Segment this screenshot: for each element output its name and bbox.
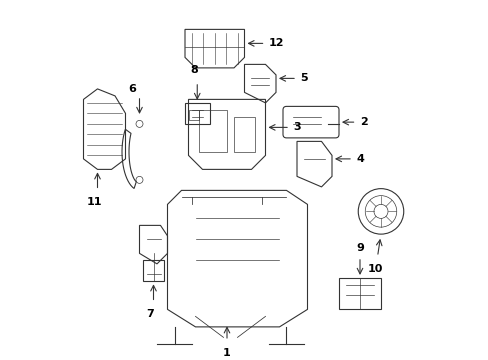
Text: 9: 9 xyxy=(355,243,363,253)
Text: 2: 2 xyxy=(359,117,367,127)
Text: 3: 3 xyxy=(293,122,301,132)
Bar xyxy=(142,260,163,282)
Text: 1: 1 xyxy=(223,348,230,358)
Text: 12: 12 xyxy=(268,39,284,48)
Text: 8: 8 xyxy=(189,65,197,75)
Bar xyxy=(199,110,226,152)
Text: 4: 4 xyxy=(356,154,364,164)
Text: 11: 11 xyxy=(86,197,102,207)
Text: 10: 10 xyxy=(367,264,383,274)
Bar xyxy=(188,110,199,120)
Text: 6: 6 xyxy=(128,84,136,94)
Bar xyxy=(234,117,254,152)
Text: 7: 7 xyxy=(146,309,154,319)
Text: 5: 5 xyxy=(300,73,307,84)
Bar xyxy=(184,103,209,124)
Bar xyxy=(338,278,380,309)
